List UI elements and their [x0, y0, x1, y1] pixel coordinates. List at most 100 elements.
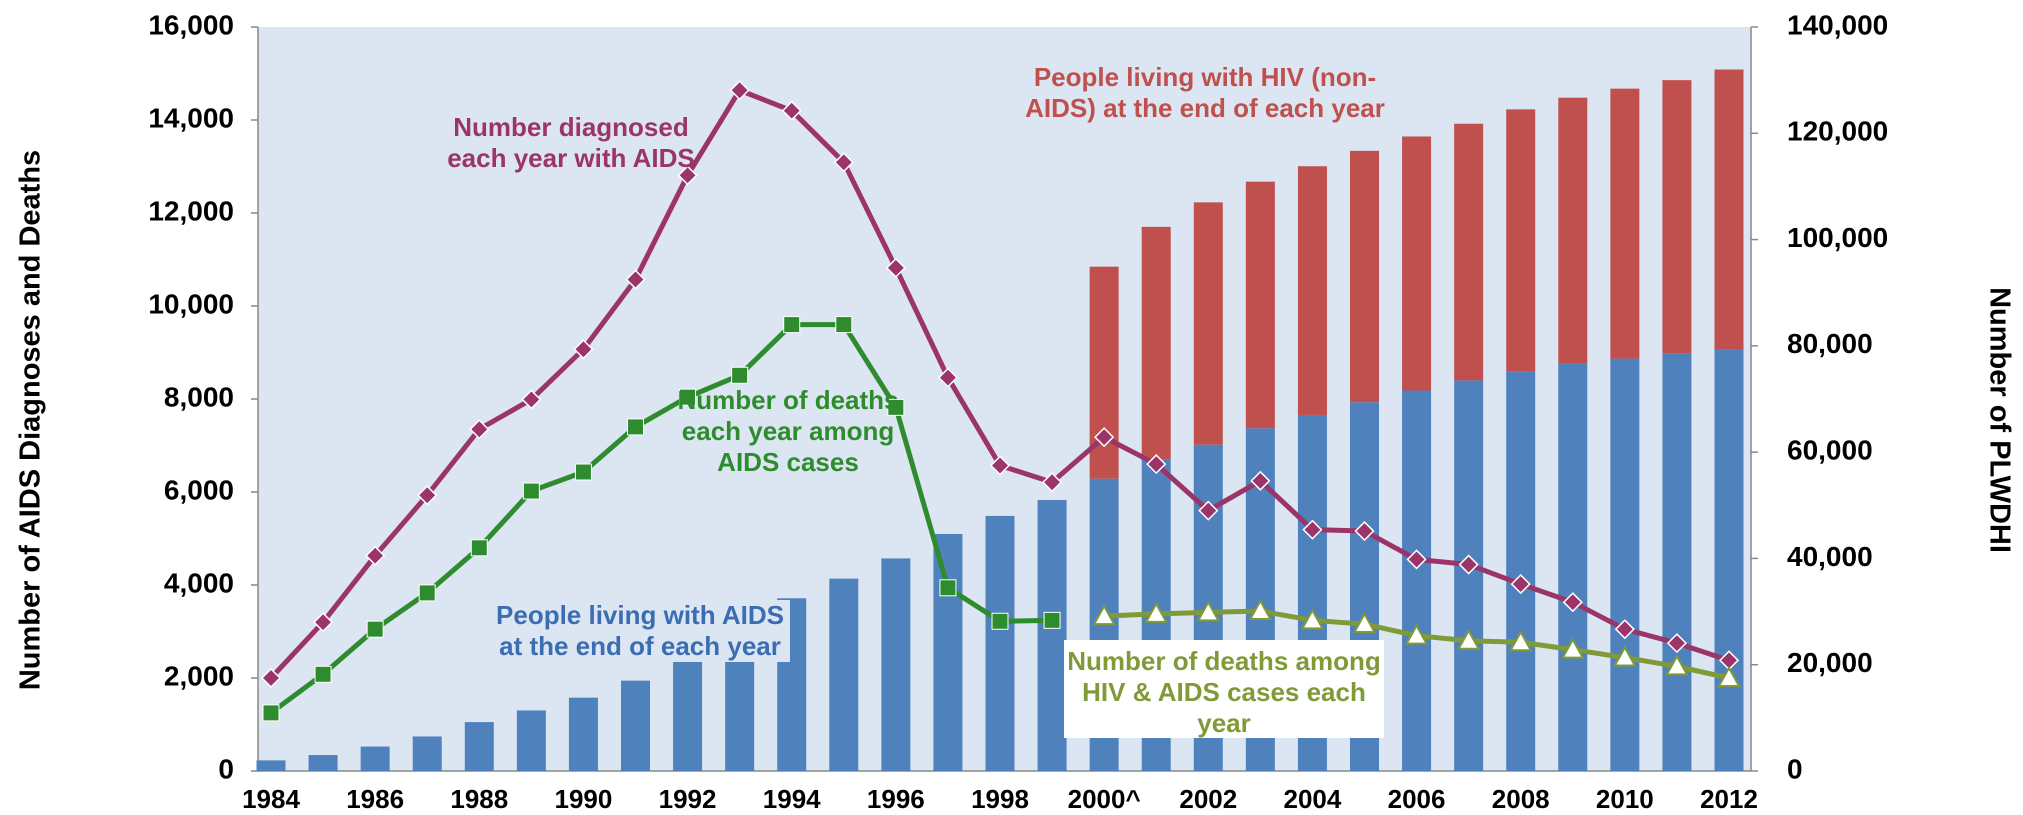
line [269, 322, 1053, 715]
annotation: People living with HIV (non-AIDS) at the… [1025, 62, 1385, 123]
bar [673, 655, 703, 771]
bar [1558, 363, 1588, 771]
annotation: Number of deaths each year among AIDS ca… [677, 385, 899, 477]
bar [985, 515, 1015, 771]
marker [1717, 665, 1741, 687]
y2-tick-label: 80,000 [1787, 328, 1873, 359]
x-tick-label: 1992 [659, 784, 717, 814]
bar [1714, 349, 1744, 771]
marker [1196, 600, 1220, 622]
marker [1092, 604, 1116, 626]
bar [1610, 88, 1640, 359]
marker [314, 665, 332, 683]
marker [1666, 633, 1687, 654]
marker [729, 80, 750, 101]
y2-tick-label: 40,000 [1787, 541, 1873, 572]
y-tick-label: 6,000 [164, 474, 234, 505]
y2-tick-label: 20,000 [1787, 647, 1873, 678]
x-tick-label: 1996 [867, 784, 925, 814]
x-tick-label: 1998 [971, 784, 1029, 814]
bar [1610, 358, 1640, 771]
marker [627, 418, 644, 436]
marker [1144, 601, 1168, 623]
marker [1198, 500, 1219, 521]
marker [1300, 608, 1325, 630]
marker [1406, 549, 1427, 570]
marker [677, 165, 698, 186]
marker [1248, 598, 1273, 621]
marker [885, 257, 906, 278]
marker [783, 316, 801, 334]
bar [933, 533, 963, 771]
bar [1193, 202, 1223, 445]
y-tick-label: 12,000 [148, 195, 234, 226]
marker [679, 388, 697, 406]
marker [365, 545, 386, 566]
bar [1454, 123, 1484, 381]
y2-tick-label: 100,000 [1787, 222, 1888, 253]
bar [568, 697, 598, 771]
marker [1665, 654, 1689, 676]
bar [308, 755, 338, 771]
annotation: Number of deaths among HIV & AIDS cases … [1064, 640, 1384, 738]
x-tick-label: 2008 [1492, 784, 1550, 814]
bar [1350, 150, 1379, 403]
y2-axis-label: Number of PLWDHI [1983, 287, 2015, 553]
marker [313, 612, 334, 633]
y-tick-label: 8,000 [164, 381, 234, 412]
y2-tick-label: 60,000 [1787, 435, 1873, 466]
marker [887, 398, 905, 416]
marker [989, 455, 1011, 476]
marker [1404, 623, 1429, 645]
bar [1506, 109, 1536, 372]
bar [1037, 499, 1067, 771]
x-tick-label: 1988 [450, 784, 508, 814]
annotation: Number diagnosed each year with AIDS [447, 112, 695, 173]
bar [1506, 371, 1536, 771]
bar [256, 760, 286, 771]
bar [1662, 353, 1692, 771]
marker [1146, 454, 1167, 475]
x-tick-label: 1986 [346, 784, 404, 814]
y2-tick-label: 120,000 [1787, 116, 1888, 147]
marker [417, 485, 438, 506]
marker [1352, 612, 1377, 634]
y2-tick-label: 140,000 [1787, 9, 1888, 40]
y-tick-label: 16,000 [148, 9, 234, 40]
marker [574, 463, 592, 481]
bar [412, 736, 442, 771]
bar [829, 578, 859, 771]
marker [573, 339, 594, 360]
marker [731, 366, 749, 384]
marker [521, 389, 542, 410]
bar [1454, 380, 1484, 771]
x-tick-label: 1994 [763, 784, 821, 814]
marker [991, 612, 1009, 630]
marker [1510, 574, 1531, 595]
x-tick-label: 2010 [1596, 784, 1654, 814]
marker [781, 100, 802, 121]
x-tick-label: 2000^ [1068, 784, 1141, 814]
y-tick-label: 0 [218, 753, 234, 784]
marker [625, 269, 646, 290]
marker [833, 152, 854, 173]
bar [1662, 80, 1692, 354]
bar [1245, 181, 1275, 429]
marker [1042, 472, 1063, 493]
marker [1250, 470, 1271, 491]
marker [1456, 628, 1481, 650]
marker [1043, 611, 1061, 629]
x-tick-label: 2006 [1388, 784, 1446, 814]
y-tick-label: 4,000 [164, 567, 234, 598]
marker [418, 584, 436, 602]
marker [1354, 520, 1375, 542]
y-tick-label: 2,000 [164, 660, 234, 691]
bar [360, 746, 390, 771]
bar [621, 680, 650, 771]
marker [522, 482, 540, 500]
marker [937, 367, 958, 388]
marker [1302, 519, 1323, 540]
marker [366, 620, 384, 638]
x-tick-label: 2004 [1284, 784, 1342, 814]
x-tick-label: 1984 [242, 784, 300, 814]
